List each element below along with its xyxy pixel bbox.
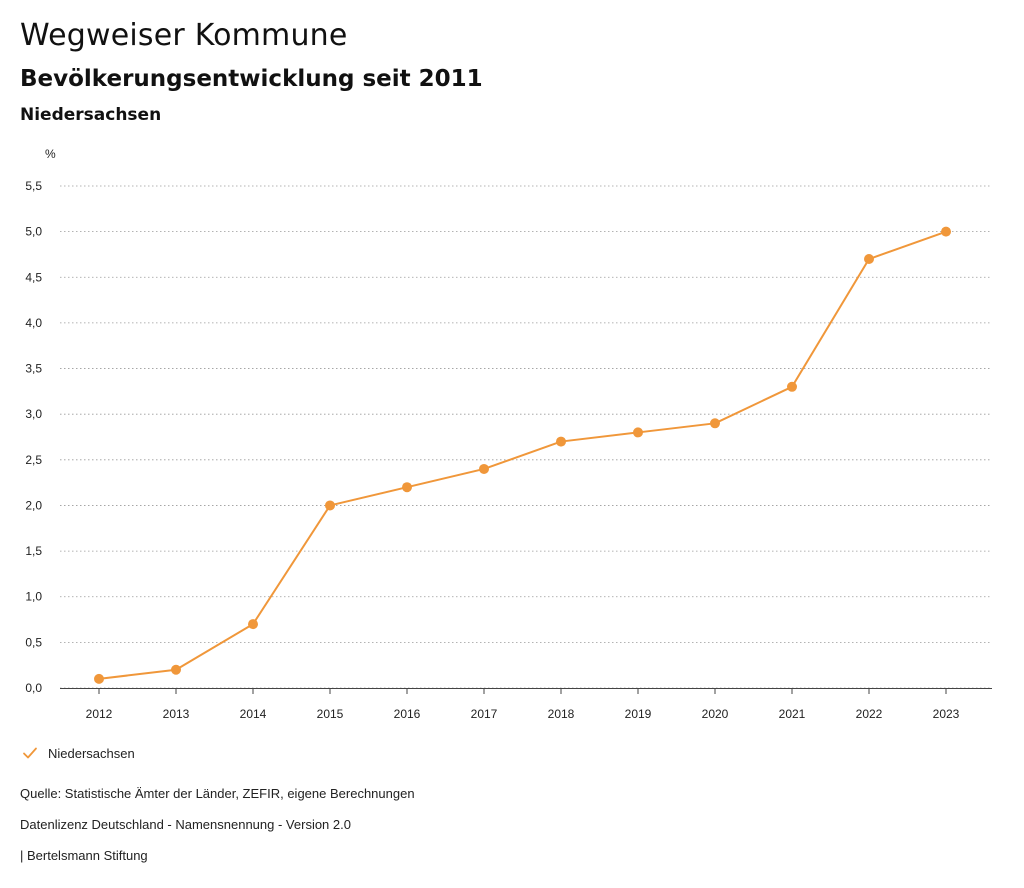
y-tick-label: 5,5 bbox=[25, 179, 42, 193]
page-title: Wegweiser Kommune bbox=[20, 18, 348, 53]
data-point bbox=[864, 254, 874, 265]
y-tick-label: 1,5 bbox=[25, 544, 42, 558]
y-tick-label: 0,0 bbox=[25, 681, 42, 695]
x-tick-label: 2019 bbox=[625, 707, 652, 721]
y-tick-label: 3,5 bbox=[25, 362, 42, 376]
legend-label: Niedersachsen bbox=[48, 745, 135, 761]
y-tick-label: 4,5 bbox=[25, 270, 42, 284]
y-tick-label: 5,0 bbox=[25, 225, 42, 239]
x-axis: 2012 2013 2014 2015 2016 2017 2018 2019 2020 2021… bbox=[60, 688, 992, 721]
data-point bbox=[171, 664, 181, 675]
license-note[interactable]: Datenlizenz Deutschland - Namensnennung … bbox=[20, 817, 351, 832]
x-tick-label: 2017 bbox=[471, 707, 498, 721]
region-label: Niedersachsen bbox=[20, 105, 162, 125]
data-point bbox=[633, 427, 643, 438]
data-point bbox=[787, 381, 797, 392]
y-tick-label: 3,0 bbox=[25, 407, 42, 421]
x-tick-label: 2018 bbox=[548, 707, 575, 721]
data-point bbox=[479, 463, 489, 474]
data-point bbox=[94, 673, 104, 684]
x-tick-label: 2023 bbox=[933, 707, 960, 721]
x-tick-label: 2013 bbox=[163, 707, 190, 721]
x-tick-label: 2022 bbox=[856, 707, 883, 721]
data-point bbox=[710, 418, 720, 429]
data-point bbox=[556, 436, 566, 447]
legend[interactable]: Niedersachsen bbox=[22, 745, 135, 761]
y-tick-label: 2,5 bbox=[25, 453, 42, 467]
y-tick-label: 1,0 bbox=[25, 590, 42, 604]
source-note: Quelle: Statistische Ämter der Länder, Z… bbox=[20, 786, 415, 801]
x-tick-label: 2020 bbox=[702, 707, 729, 721]
x-tick-label: 2014 bbox=[240, 707, 267, 721]
data-point bbox=[941, 226, 951, 237]
gridlines bbox=[60, 185, 992, 689]
line-chart: % 0,0 0,5 1,0 1,5 2,0 2,5 3,0 3,5 4,0 4,5 5,0 5,5 2… bbox=[25, 147, 992, 721]
series-line-niedersachsen bbox=[98, 230, 947, 680]
y-tick-label: 2,0 bbox=[25, 498, 42, 512]
publisher-note[interactable]: | Bertelsmann Stiftung bbox=[20, 848, 148, 863]
check-icon[interactable] bbox=[22, 745, 38, 761]
x-tick-label: 2012 bbox=[86, 707, 113, 721]
y-axis: 0,0 0,5 1,0 1,5 2,0 2,5 3,0 3,5 4,0 4,5 5,0 5,5 bbox=[25, 179, 42, 695]
data-point bbox=[325, 500, 335, 511]
x-tick-label: 2016 bbox=[394, 707, 421, 721]
series-group bbox=[94, 226, 951, 684]
data-point bbox=[402, 482, 412, 493]
y-tick-label: 4,0 bbox=[25, 316, 42, 330]
data-point bbox=[248, 619, 258, 630]
x-tick-label: 2015 bbox=[317, 707, 344, 721]
x-tick-label: 2021 bbox=[779, 707, 806, 721]
y-axis-unit-label: % bbox=[45, 147, 56, 161]
y-tick-label: 0,5 bbox=[25, 635, 42, 649]
chart-subtitle: Bevölkerungsentwicklung seit 2011 bbox=[20, 66, 483, 92]
